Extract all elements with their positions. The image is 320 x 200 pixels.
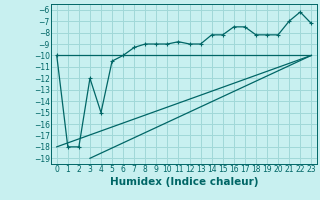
X-axis label: Humidex (Indice chaleur): Humidex (Indice chaleur) xyxy=(110,177,258,187)
